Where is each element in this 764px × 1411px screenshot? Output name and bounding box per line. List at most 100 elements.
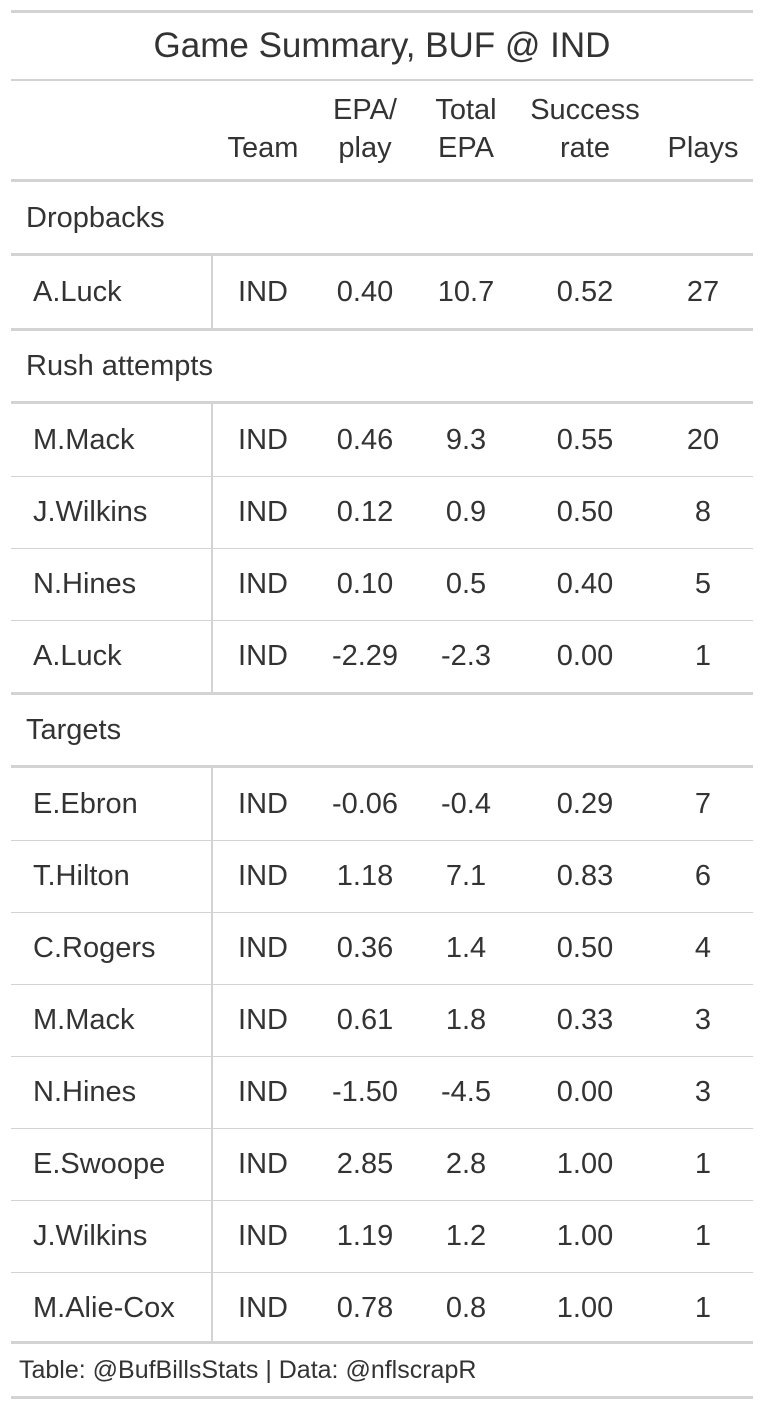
- cell-epa-play: -0.06: [331, 787, 399, 820]
- cell-epa-play: 0.12: [336, 495, 394, 528]
- footer-rule: [11, 1396, 753, 1399]
- row-divider: [11, 476, 753, 477]
- cell-plays: 1: [694, 1219, 712, 1252]
- cell-plays: 7: [694, 787, 712, 820]
- cell-total-epa: 9.3: [445, 423, 487, 456]
- stub-border: [211, 404, 213, 692]
- table-title: Game Summary, BUF @ IND: [153, 26, 611, 65]
- cell-team: IND: [238, 567, 288, 600]
- cell-plays: 27: [686, 275, 720, 308]
- column-header-team: Team: [211, 81, 315, 179]
- cell-total-epa: -2.3: [441, 639, 491, 672]
- cell-team: IND: [238, 1219, 288, 1252]
- cell-plays: 1: [694, 1291, 712, 1324]
- cell-plays: 3: [694, 1075, 712, 1108]
- bottom-rule: [11, 1341, 753, 1344]
- cell-team: IND: [238, 495, 288, 528]
- table-row: N.Hines IND -1.50 -4.5 0.00 3: [11, 1056, 753, 1129]
- cell-player: C.Rogers: [33, 931, 156, 964]
- cell-success-rate: 0.33: [556, 1003, 614, 1036]
- row-divider: [11, 548, 753, 549]
- cell-success-rate: 0.55: [556, 423, 614, 456]
- cell-success-rate: 1.00: [556, 1291, 614, 1324]
- cell-total-epa: 10.7: [437, 275, 495, 308]
- row-divider: [11, 620, 753, 621]
- cell-success-rate: 0.50: [556, 931, 614, 964]
- column-header-plays: Plays: [653, 81, 753, 179]
- cell-team: IND: [238, 859, 288, 892]
- cell-epa-play: 0.61: [336, 1003, 394, 1036]
- cell-player: E.Ebron: [33, 787, 138, 820]
- cell-total-epa: -4.5: [441, 1075, 491, 1108]
- table-row: A.Luck IND -2.29 -2.3 0.00 1: [11, 620, 753, 692]
- group-label: Rush attempts: [26, 349, 213, 382]
- row-divider: [11, 840, 753, 841]
- cell-success-rate: 1.00: [556, 1219, 614, 1252]
- header-rule: [11, 179, 753, 182]
- cell-player: N.Hines: [33, 567, 137, 600]
- cell-player: J.Wilkins: [33, 495, 148, 528]
- cell-player: M.Mack: [33, 1003, 135, 1036]
- cell-epa-play: 1.18: [336, 859, 394, 892]
- cell-team: IND: [238, 787, 288, 820]
- cell-success-rate: 0.29: [556, 787, 614, 820]
- cell-plays: 5: [694, 567, 712, 600]
- group-separator: [11, 328, 753, 331]
- column-header-total-epa-label: Total EPA: [435, 91, 496, 167]
- cell-total-epa: 0.5: [445, 567, 487, 600]
- table-row: C.Rogers IND 0.36 1.4 0.50 4: [11, 912, 753, 985]
- table-row: M.Alie-Cox IND 0.78 0.8 1.00 1: [11, 1272, 753, 1344]
- cell-team: IND: [238, 1075, 288, 1108]
- cell-player: N.Hines: [33, 1075, 137, 1108]
- cell-epa-play: 0.46: [336, 423, 394, 456]
- cell-total-epa: -0.4: [441, 787, 491, 820]
- group-label: Targets: [26, 713, 122, 746]
- epa-play-line2: play: [338, 132, 392, 164]
- column-header-epa-play-label: EPA/play: [333, 91, 397, 167]
- group-separator: [11, 692, 753, 695]
- cell-epa-play: 0.10: [336, 567, 394, 600]
- group-label: Dropbacks: [26, 201, 165, 234]
- cell-total-epa: 2.8: [445, 1147, 487, 1180]
- cell-plays: 20: [686, 423, 720, 456]
- stub-border: [211, 768, 213, 1344]
- table-row: M.Mack IND 0.61 1.8 0.33 3: [11, 984, 753, 1057]
- cell-player: M.Alie-Cox: [33, 1291, 175, 1324]
- group-rule: [11, 765, 753, 768]
- group-rule: [11, 401, 753, 404]
- cell-success-rate: 0.00: [556, 639, 614, 672]
- cell-epa-play: -2.29: [331, 639, 399, 672]
- column-header-success-rate-label: Success rate: [530, 91, 640, 167]
- cell-epa-play: -1.50: [331, 1075, 399, 1108]
- cell-team: IND: [238, 1291, 288, 1324]
- cell-plays: 4: [694, 931, 712, 964]
- column-header-total-epa: Total EPA: [415, 81, 517, 179]
- cell-plays: 1: [694, 1147, 712, 1180]
- cell-player: A.Luck: [33, 275, 122, 308]
- row-divider: [11, 984, 753, 985]
- top-rule: [11, 10, 753, 13]
- cell-epa-play: 0.78: [336, 1291, 394, 1324]
- group-rule: [11, 253, 753, 256]
- table-row: T.Hilton IND 1.18 7.1 0.83 6: [11, 840, 753, 913]
- table-row: J.Wilkins IND 1.19 1.2 1.00 1: [11, 1200, 753, 1273]
- table-row: E.Swoope IND 2.85 2.8 1.00 1: [11, 1128, 753, 1201]
- success-rate-line2: rate: [560, 132, 610, 164]
- cell-plays: 3: [694, 1003, 712, 1036]
- total-epa-line2: EPA: [438, 132, 494, 164]
- row-divider: [11, 1200, 753, 1201]
- column-header-team-label: Team: [227, 132, 299, 164]
- cell-player: M.Mack: [33, 423, 135, 456]
- cell-total-epa: 1.2: [445, 1219, 487, 1252]
- cell-team: IND: [238, 639, 288, 672]
- cell-epa-play: 0.40: [336, 275, 394, 308]
- success-rate-line1: Success: [530, 94, 640, 126]
- cell-total-epa: 0.8: [445, 1291, 487, 1324]
- cell-player: T.Hilton: [33, 859, 130, 892]
- cell-player: E.Swoope: [33, 1147, 166, 1180]
- cell-plays: 8: [694, 495, 712, 528]
- cell-team: IND: [238, 1003, 288, 1036]
- column-header-plays-label: Plays: [667, 132, 739, 164]
- source-note: Table: @BufBillsStats | Data: @nflscrapR: [19, 1355, 477, 1384]
- column-header-epa-play: EPA/play: [315, 81, 415, 179]
